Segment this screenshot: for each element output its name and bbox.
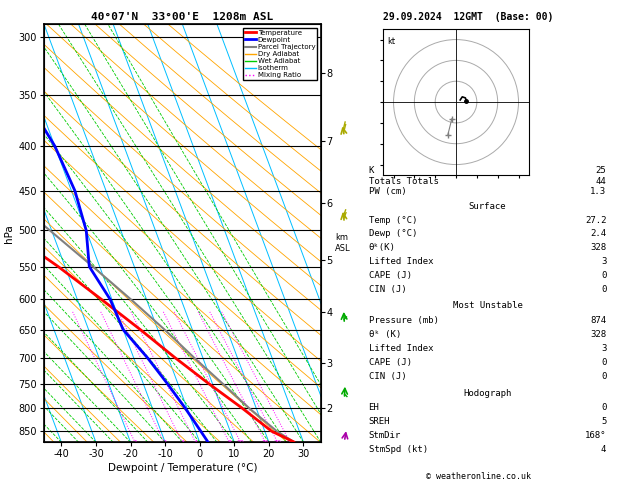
Text: 0: 0 — [601, 358, 606, 367]
Text: 10: 10 — [237, 440, 245, 445]
Text: kt: kt — [387, 37, 396, 47]
Text: K: K — [369, 166, 374, 175]
Text: 328: 328 — [590, 243, 606, 252]
Text: SREH: SREH — [369, 417, 390, 426]
Text: CIN (J): CIN (J) — [369, 285, 406, 294]
Text: EH: EH — [369, 403, 379, 412]
Text: 1.3: 1.3 — [590, 187, 606, 196]
Text: 2: 2 — [162, 440, 166, 445]
Text: CAPE (J): CAPE (J) — [369, 271, 411, 280]
Text: 328: 328 — [590, 330, 606, 339]
Text: 3: 3 — [601, 257, 606, 266]
Text: Most Unstable: Most Unstable — [452, 301, 523, 311]
Text: CIN (J): CIN (J) — [369, 372, 406, 382]
Text: 3: 3 — [180, 440, 184, 445]
Title: 40°07'N  33°00'E  1208m ASL: 40°07'N 33°00'E 1208m ASL — [91, 12, 274, 22]
Text: Lifted Index: Lifted Index — [369, 257, 433, 266]
Text: PW (cm): PW (cm) — [369, 187, 406, 196]
Text: 27.2: 27.2 — [585, 216, 606, 225]
Text: StmSpd (kt): StmSpd (kt) — [369, 445, 428, 454]
Text: 1: 1 — [133, 440, 137, 445]
Text: 0: 0 — [601, 372, 606, 382]
Text: © weatheronline.co.uk: © weatheronline.co.uk — [426, 472, 530, 481]
Text: θᵏ(K): θᵏ(K) — [369, 243, 396, 252]
X-axis label: Dewpoint / Temperature (°C): Dewpoint / Temperature (°C) — [108, 463, 257, 473]
Text: 5: 5 — [601, 417, 606, 426]
Y-axis label: hPa: hPa — [4, 224, 14, 243]
Text: Lifted Index: Lifted Index — [369, 344, 433, 353]
Text: 874: 874 — [590, 315, 606, 325]
Text: CAPE (J): CAPE (J) — [369, 358, 411, 367]
Text: 44: 44 — [596, 176, 606, 186]
Text: Totals Totals: Totals Totals — [369, 176, 438, 186]
Text: 0: 0 — [601, 285, 606, 294]
Legend: Temperature, Dewpoint, Parcel Trajectory, Dry Adiabat, Wet Adiabat, Isotherm, Mi: Temperature, Dewpoint, Parcel Trajectory… — [243, 28, 317, 80]
Text: Temp (°C): Temp (°C) — [369, 216, 417, 225]
Text: 3: 3 — [601, 344, 606, 353]
Text: 29.09.2024  12GMT  (Base: 00): 29.09.2024 12GMT (Base: 00) — [384, 12, 554, 22]
Text: Hodograph: Hodograph — [464, 389, 511, 398]
Text: 4: 4 — [601, 445, 606, 454]
Text: 16: 16 — [262, 440, 269, 445]
Text: 20: 20 — [274, 440, 282, 445]
Text: 168°: 168° — [585, 431, 606, 440]
Y-axis label: km
ASL: km ASL — [335, 233, 351, 253]
Text: 0: 0 — [601, 271, 606, 280]
Text: 0: 0 — [601, 403, 606, 412]
Text: Dewp (°C): Dewp (°C) — [369, 229, 417, 239]
Text: 4: 4 — [194, 440, 198, 445]
Text: 8: 8 — [227, 440, 231, 445]
Text: 25: 25 — [596, 166, 606, 175]
Text: θᵏ (K): θᵏ (K) — [369, 330, 401, 339]
Text: StmDir: StmDir — [369, 431, 401, 440]
Text: 25: 25 — [286, 440, 294, 445]
Text: Pressure (mb): Pressure (mb) — [369, 315, 438, 325]
Text: 2.4: 2.4 — [590, 229, 606, 239]
Text: Surface: Surface — [469, 202, 506, 211]
